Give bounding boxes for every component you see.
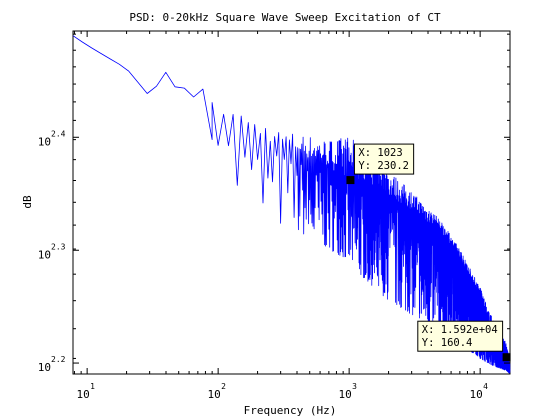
datatip-box — [353, 143, 415, 175]
x-tick-label: 10 — [77, 388, 90, 401]
y-tick-label: 10 — [38, 361, 51, 374]
x-tick-label: 10 — [208, 388, 221, 401]
y-tick-exponent: 2.4 — [51, 129, 66, 138]
datatip-box — [417, 320, 504, 352]
x-tick-exponent: 4 — [483, 382, 488, 391]
y-axis-label: dB — [21, 195, 34, 209]
x-axis-label: Frequency (Hz) — [244, 404, 337, 417]
x-tick-label: 10 — [339, 388, 352, 401]
datatip-y-label: Y: 230.2 — [358, 160, 409, 172]
plot-area — [72, 30, 511, 375]
datatip-marker — [346, 176, 355, 185]
datatip-x-label: X: 1023 — [358, 147, 402, 159]
datatip-y-label: Y: 160.4 — [422, 337, 473, 349]
x-tick-exponent: 3 — [352, 382, 357, 391]
y-tick-label: 10 — [38, 248, 51, 261]
y-tick-exponent: 2.2 — [51, 355, 66, 364]
chart-title: PSD: 0-20kHz Square Wave Sweep Excitatio… — [129, 11, 441, 24]
y-tick-label: 10 — [38, 135, 51, 148]
y-tick-exponent: 2.3 — [51, 242, 66, 251]
datatip-marker — [502, 353, 511, 362]
datatip-x-label: X: 1.592e+04 — [422, 324, 498, 336]
x-tick-exponent: 2 — [221, 382, 226, 391]
x-tick-label: 10 — [470, 388, 483, 401]
x-tick-exponent: 1 — [90, 382, 95, 391]
